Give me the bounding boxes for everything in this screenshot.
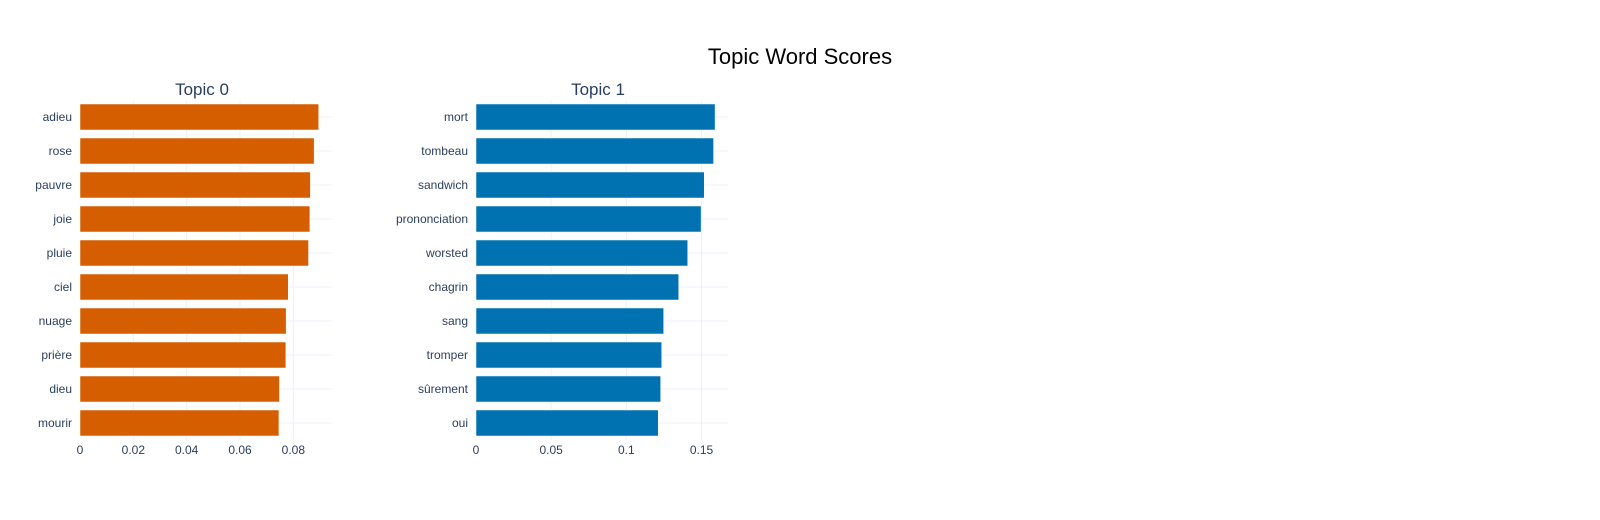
x-tick-label: 0.02 — [122, 443, 146, 457]
bar-chagrin — [475, 273, 679, 301]
category-label: chagrin — [429, 280, 468, 294]
bar-tromper — [475, 341, 662, 369]
x-tick-label: 0.08 — [282, 443, 306, 457]
bar-sang — [475, 307, 664, 335]
x-tick-label: 0 — [473, 443, 480, 457]
x-tick-label: 0.1 — [618, 443, 635, 457]
subplot-topic-0: Topic 0 adieu rose pauvre joie pluie ciel nuage… — [35, 80, 332, 457]
category-label: sang — [442, 314, 468, 328]
bar-rose — [79, 137, 315, 165]
bar-mourir — [79, 409, 280, 437]
bar-prière — [79, 341, 287, 369]
category-label: pauvre — [35, 178, 72, 192]
category-label: dieu — [49, 382, 72, 396]
category-label: prononciation — [396, 212, 468, 226]
category-label: nuage — [39, 314, 73, 328]
category-label: pluie — [47, 246, 73, 260]
category-label: adieu — [43, 110, 72, 124]
bar-joie — [79, 205, 311, 233]
subplot-title: Topic 0 — [175, 80, 229, 99]
x-tick-label: 0.06 — [228, 443, 252, 457]
bar-ciel — [79, 273, 289, 301]
bar-pluie — [79, 239, 309, 267]
subplot-topic-1: Topic 1 mort tombeau sandwich prononciation w… — [396, 80, 728, 457]
bar-pauvre — [79, 171, 311, 199]
bar-tombeau — [475, 137, 714, 165]
bar-adieu — [79, 103, 319, 131]
x-tick-label: 0.15 — [690, 443, 714, 457]
x-tick-label: 0.05 — [539, 443, 563, 457]
bar-mort — [475, 103, 716, 131]
category-label: mort — [444, 110, 469, 124]
category-label: sandwich — [418, 178, 468, 192]
category-label: tromper — [427, 348, 468, 362]
bar-prononciation — [475, 205, 702, 233]
category-label: tombeau — [421, 144, 468, 158]
subplot-title: Topic 1 — [571, 80, 625, 99]
bar-sandwich — [475, 171, 705, 199]
bar-oui — [475, 409, 659, 437]
category-label: worsted — [425, 246, 468, 260]
category-label: ciel — [54, 280, 72, 294]
x-tick-label: 0.04 — [175, 443, 199, 457]
category-label: rose — [49, 144, 73, 158]
category-label: mourir — [38, 416, 72, 430]
bar-worsted — [475, 239, 688, 267]
bar-dieu — [79, 375, 280, 403]
bar-nuage — [79, 307, 287, 335]
category-label: oui — [452, 416, 468, 430]
category-label: joie — [52, 212, 72, 226]
chart-title: Topic Word Scores — [708, 44, 892, 69]
subplots: Topic 0 adieu rose pauvre joie pluie ciel nuage… — [35, 80, 728, 457]
bar-sûrement — [475, 375, 661, 403]
x-tick-label: 0 — [77, 443, 84, 457]
category-label: sûrement — [418, 382, 469, 396]
category-label: prière — [41, 348, 72, 362]
